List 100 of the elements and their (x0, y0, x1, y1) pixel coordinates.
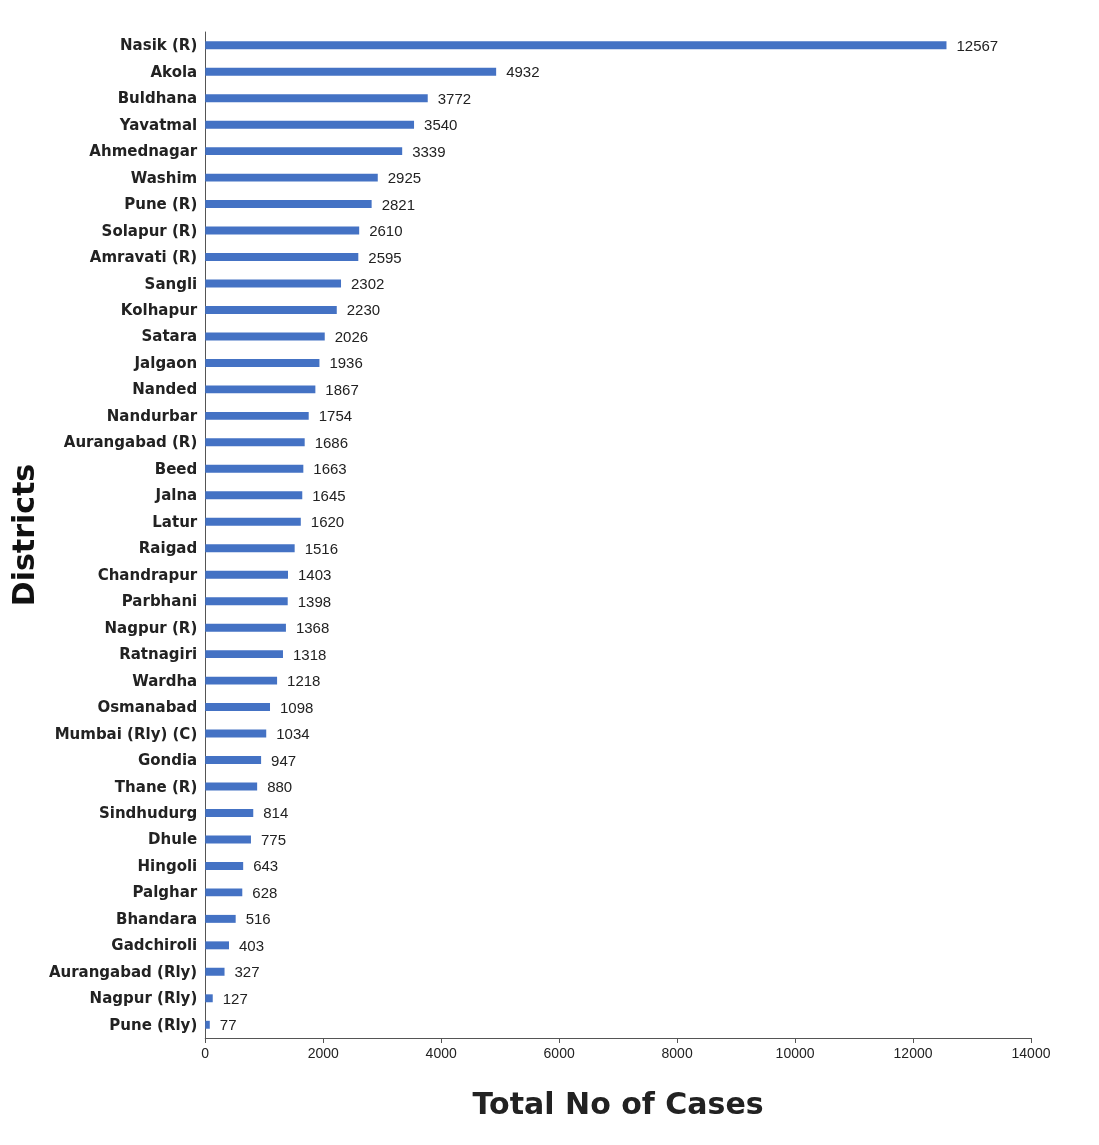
data-label: 127 (222, 989, 248, 1007)
bar (205, 253, 359, 261)
y-tick-label: Jalgaon (133, 353, 198, 372)
bar (205, 835, 251, 844)
bar (205, 676, 278, 685)
data-label: 880 (267, 778, 293, 795)
data-label: 1398 (297, 592, 332, 610)
y-tick-label: Yavatmal (118, 115, 198, 134)
bar (205, 941, 230, 950)
data-label: 1403 (298, 566, 332, 584)
y-tick-label: Ahmednagar (89, 142, 198, 161)
bar (205, 94, 428, 103)
data-label: 2925 (387, 169, 422, 187)
bar (205, 756, 262, 764)
data-label: 327 (234, 963, 260, 981)
y-tick-label: Gondia (137, 751, 198, 770)
y-tick-label: Bhandara (115, 909, 198, 928)
bar (205, 438, 305, 447)
bar (205, 120, 415, 129)
data-label: 1936 (329, 354, 363, 372)
x-tick-label: 10000 (775, 1045, 815, 1061)
y-tick-label: Nanded (132, 380, 198, 399)
y-tick-label: Pune (Rly) (109, 1015, 198, 1034)
y-tick-label: Nasik (R) (120, 36, 198, 55)
y-tick-label: Sangli (144, 274, 198, 293)
data-label: 1318 (292, 645, 327, 663)
y-tick-label: Akola (150, 62, 198, 81)
y-tick-label: Jalna (154, 486, 198, 505)
y-tick-label: Nagpur (Rly) (89, 989, 198, 1008)
data-label: 814 (263, 804, 289, 822)
data-label: 77 (219, 1016, 237, 1034)
y-tick-label: Washim (130, 168, 198, 187)
data-label: 1620 (310, 513, 345, 531)
bar (205, 967, 225, 976)
y-tick-label: Wardha (132, 671, 198, 690)
x-tick-label: 14000 (1011, 1045, 1051, 1061)
data-label: 516 (245, 910, 271, 928)
data-label: 2595 (368, 248, 402, 266)
data-label: 2302 (351, 275, 385, 292)
data-label: 2026 (334, 327, 369, 345)
data-label: 628 (252, 883, 278, 901)
x-tick-label: 2000 (307, 1045, 339, 1061)
data-label: 1663 (313, 460, 347, 478)
bar (205, 650, 283, 659)
y-tick-label: Buldhana (117, 89, 198, 108)
data-label: 775 (260, 830, 286, 848)
bar (205, 41, 947, 50)
x-tick-label: 4000 (425, 1045, 457, 1061)
bar (205, 1020, 210, 1029)
bar (205, 597, 288, 606)
y-tick-label: Osmanabad (97, 698, 198, 717)
y-tick-label: Aurangabad (Rly) (48, 962, 198, 981)
x-axis-title: Total No of Cases (472, 1085, 764, 1121)
bar (205, 914, 236, 923)
bar (205, 623, 286, 632)
bar (205, 226, 360, 235)
bar (205, 994, 213, 1003)
bar (205, 173, 378, 182)
y-tick-label: Mumbai (Rly) (C) (54, 724, 198, 743)
data-label: 1516 (304, 539, 339, 557)
data-label: 3339 (412, 142, 446, 160)
data-label: 2821 (381, 195, 416, 213)
x-tick-label: 12000 (893, 1045, 933, 1061)
data-label: 2610 (369, 222, 403, 240)
x-tick-label: 0 (201, 1045, 210, 1061)
y-tick-label: Ratnagiri (119, 645, 198, 664)
bar (205, 464, 304, 473)
data-label: 4932 (506, 63, 540, 81)
bar (205, 147, 403, 156)
bar (205, 517, 301, 526)
y-axis-title: Districts (5, 463, 41, 607)
data-label: 1645 (312, 486, 346, 504)
data-label: 3772 (437, 89, 472, 107)
bar (205, 332, 325, 341)
y-tick-label: Thane (R) (114, 777, 198, 796)
data-label: 1754 (318, 407, 353, 425)
y-tick-label: Beed (154, 459, 198, 478)
bar (205, 809, 254, 817)
bar (205, 411, 309, 420)
y-tick-label: Amravati (R) (89, 248, 198, 267)
bar (205, 570, 288, 579)
y-tick-label: Kolhapur (120, 300, 198, 319)
data-label: 643 (253, 857, 279, 875)
bar (205, 703, 271, 712)
data-label: 3540 (424, 116, 458, 134)
y-tick-label: Nagpur (R) (104, 618, 198, 637)
bar (205, 888, 243, 897)
bar (205, 861, 244, 870)
data-label: 947 (271, 751, 297, 769)
y-tick-label: Nandurbar (106, 406, 198, 425)
bar (205, 67, 497, 76)
y-tick-label: Hingoli (137, 856, 198, 875)
bar (205, 385, 316, 394)
bar (205, 491, 303, 500)
bar (205, 306, 337, 314)
data-label: 1368 (295, 619, 330, 637)
y-tick-label: Solapur (R) (101, 221, 198, 240)
data-label: 1098 (280, 698, 314, 716)
data-label: 1686 (314, 433, 349, 451)
y-tick-label: Gadchiroli (111, 936, 198, 955)
